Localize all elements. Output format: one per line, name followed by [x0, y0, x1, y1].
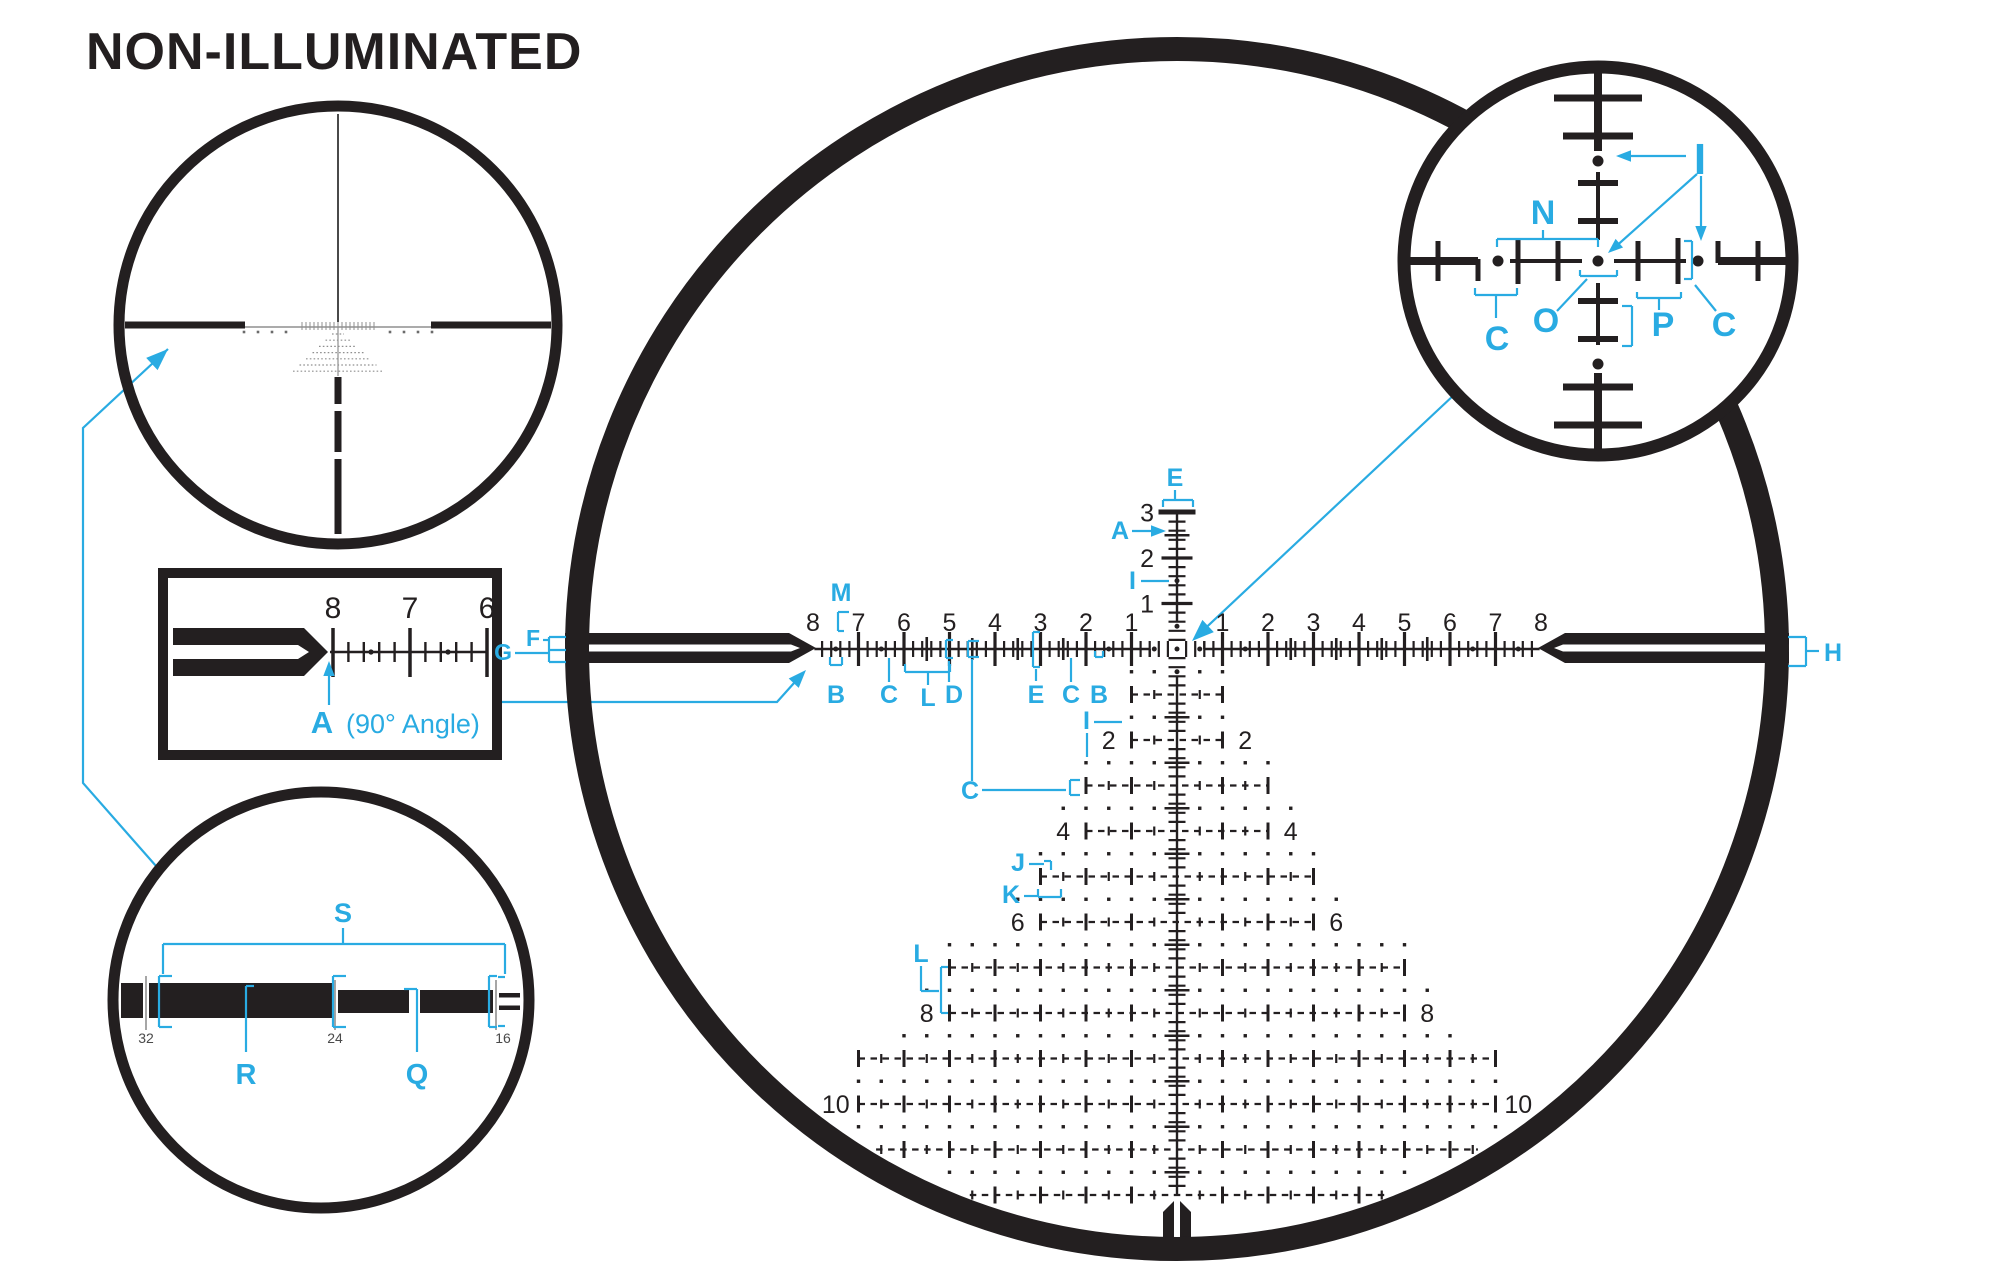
callout-J: J [1011, 849, 1025, 877]
subtension-number: 16 [495, 1030, 511, 1046]
h-axis-number: 6 [897, 609, 911, 637]
callout-K: K [1002, 881, 1020, 909]
callout-P: P [1652, 306, 1675, 344]
callout-B-1: B [827, 681, 845, 709]
callout-I-tree: I [1083, 707, 1090, 735]
h-axis-number: 8 [1534, 609, 1548, 637]
v-axis-number: 3 [1140, 500, 1154, 528]
left-detail-views: 8 7 6 32 24 16 [107, 100, 563, 1214]
h-axis-number: 3 [1307, 609, 1321, 637]
h-axis-number: 6 [1443, 609, 1457, 637]
rect-scale-number: 7 [402, 592, 419, 625]
h-axis-number: 5 [943, 609, 957, 637]
callout-D: D [945, 681, 963, 709]
tree-number: 4 [1284, 818, 1298, 846]
tree-number: 6 [1011, 909, 1025, 937]
callout-L-2: L [913, 940, 928, 968]
h-axis-number: 4 [1352, 609, 1366, 637]
callout-E-2: E [1028, 681, 1045, 709]
callout-O: O [1533, 302, 1559, 340]
tree-number: 6 [1329, 909, 1343, 937]
tree-number: 10 [1504, 1091, 1532, 1119]
rect-scale-number: 8 [325, 592, 342, 625]
callout-R: R [236, 1059, 257, 1091]
rect-angle-note: (90° Angle) [346, 709, 480, 739]
main-scope-ring [565, 37, 1789, 1261]
callout-C-detail-left: C [1485, 320, 1510, 358]
callout-F: F [526, 625, 540, 651]
tree-number: 2 [1238, 727, 1252, 755]
callout-C-2: C [1062, 681, 1080, 709]
callout-L-1: L [920, 684, 935, 712]
tree-number: 8 [920, 1000, 934, 1028]
h-axis-number: 5 [1398, 609, 1412, 637]
callout-B-2: B [1090, 681, 1108, 709]
subtension-number: 32 [138, 1030, 154, 1046]
callout-G: G [494, 639, 512, 665]
h-axis-number: 1 [1125, 609, 1139, 637]
callout-Q: Q [406, 1059, 429, 1091]
h-axis-number: 7 [1489, 609, 1503, 637]
h-axis-number: 3 [1034, 609, 1048, 637]
callout-E-top: E [1167, 464, 1184, 492]
callout-I-detail: I [1694, 135, 1706, 184]
h-axis-number: 4 [988, 609, 1002, 637]
center-detail-circle [1397, 60, 1799, 462]
page-title: NON-ILLUMINATED [86, 23, 583, 81]
tree-number: 2 [1102, 727, 1116, 755]
callout-I-axis: I [1129, 567, 1136, 595]
h-axis-number: 7 [852, 609, 866, 637]
callout-N: N [1531, 194, 1556, 232]
v-axis-number: 1 [1140, 591, 1154, 619]
callout-A-axis: A [1111, 517, 1129, 545]
callout-H: H [1824, 639, 1842, 667]
tree-number: 8 [1420, 1000, 1434, 1028]
h-axis-number: 2 [1079, 609, 1093, 637]
callout-A-rect: A [311, 705, 333, 740]
h-axis-number: 8 [806, 609, 820, 637]
h-axis-number: 1 [1216, 609, 1230, 637]
callout-C-detail-right: C [1712, 306, 1737, 344]
callout-C-1: C [880, 681, 898, 709]
h-axis-number: 2 [1261, 609, 1275, 637]
subtension-number: 24 [327, 1030, 343, 1046]
tree-number: 10 [822, 1091, 850, 1119]
rect-scale-number: 6 [479, 592, 496, 625]
v-axis-number: 2 [1140, 545, 1154, 573]
callout-S: S [334, 898, 352, 928]
tree-number: 4 [1056, 818, 1070, 846]
callout-C-tree: C [961, 777, 979, 805]
callout-M: M [831, 579, 852, 607]
